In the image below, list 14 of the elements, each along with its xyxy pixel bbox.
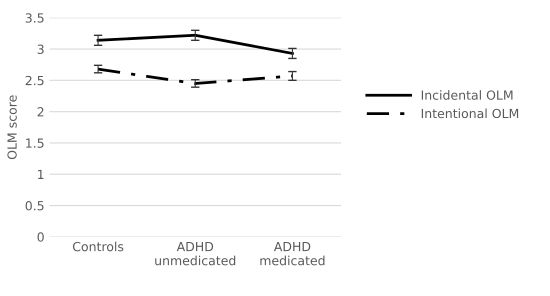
y-tick-label: 2 [38, 107, 44, 116]
y-tick-label: 3.5 [26, 13, 44, 23]
y-axis-title: OLM score [7, 95, 17, 160]
y-tick-label: 2.5 [26, 76, 44, 86]
y-tick-label: 1.5 [26, 138, 44, 148]
y-tick-label: 1 [38, 170, 44, 179]
y-tick-label: 3 [38, 44, 44, 54]
legend-label: Incidental OLM [422, 90, 512, 100]
x-tick-label: Controls [72, 242, 124, 252]
y-tick-label: 0.5 [26, 200, 44, 210]
x-tick-label: ADHD unmedicated [155, 242, 236, 266]
y-tick-label: 0 [38, 232, 44, 242]
x-tick-label: ADHD medicated [260, 242, 324, 266]
legend-label: Intentional OLM [422, 108, 518, 118]
